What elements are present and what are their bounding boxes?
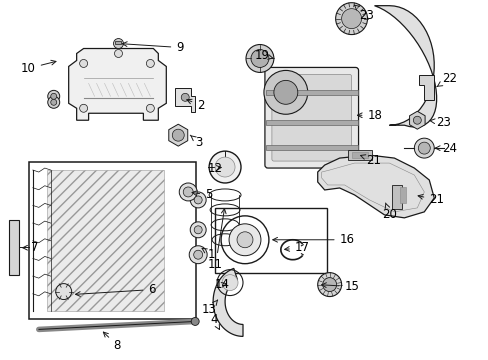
Circle shape	[113, 39, 123, 49]
Circle shape	[80, 59, 87, 67]
Text: 7: 7	[22, 241, 38, 254]
Text: 18: 18	[357, 109, 382, 122]
Text: 9: 9	[122, 41, 183, 54]
Text: 16: 16	[272, 233, 354, 246]
Text: 21: 21	[417, 193, 444, 206]
Circle shape	[190, 222, 206, 238]
Text: 20: 20	[382, 203, 397, 221]
Polygon shape	[175, 88, 195, 112]
Bar	[265, 145, 357, 150]
Text: 11: 11	[208, 209, 225, 271]
Circle shape	[114, 50, 122, 58]
Polygon shape	[419, 75, 433, 100]
Bar	[392, 185, 402, 209]
Text: 6: 6	[75, 283, 156, 296]
Text: 5: 5	[192, 188, 212, 202]
Circle shape	[228, 224, 261, 256]
Bar	[115, 41, 121, 44]
Circle shape	[335, 3, 367, 35]
Text: 23: 23	[354, 5, 374, 22]
Circle shape	[48, 96, 60, 108]
Circle shape	[273, 80, 297, 104]
Text: 15: 15	[321, 280, 359, 293]
Bar	[400, 187, 406, 203]
Circle shape	[413, 138, 433, 158]
Text: 4: 4	[210, 313, 219, 329]
Text: 19: 19	[254, 49, 272, 62]
Bar	[29, 162, 196, 319]
Text: 3: 3	[190, 135, 202, 149]
Polygon shape	[168, 124, 187, 146]
Circle shape	[193, 250, 202, 259]
Circle shape	[80, 104, 87, 112]
Bar	[351, 152, 367, 158]
Circle shape	[322, 278, 336, 292]
FancyBboxPatch shape	[264, 67, 358, 168]
Text: 23: 23	[429, 116, 450, 129]
Circle shape	[51, 93, 57, 99]
Circle shape	[412, 116, 421, 124]
Text: 10: 10	[21, 60, 56, 75]
Circle shape	[317, 273, 341, 297]
Bar	[9, 220, 19, 275]
Circle shape	[191, 318, 199, 325]
Circle shape	[56, 284, 72, 300]
Bar	[215, 208, 326, 273]
Bar	[265, 120, 357, 125]
Polygon shape	[374, 6, 436, 127]
Circle shape	[209, 151, 241, 183]
Circle shape	[183, 187, 193, 197]
Polygon shape	[213, 268, 243, 336]
Circle shape	[264, 71, 307, 114]
Circle shape	[181, 93, 189, 101]
Circle shape	[245, 45, 273, 72]
Circle shape	[146, 59, 154, 67]
Circle shape	[250, 50, 268, 67]
Circle shape	[190, 192, 206, 208]
Polygon shape	[409, 111, 424, 129]
Text: 2: 2	[186, 99, 204, 112]
Circle shape	[189, 246, 207, 264]
Circle shape	[341, 9, 361, 28]
Bar	[265, 90, 357, 95]
Polygon shape	[317, 155, 433, 218]
Text: 8: 8	[103, 332, 121, 352]
Circle shape	[172, 129, 184, 141]
Text: 14: 14	[215, 278, 230, 291]
Circle shape	[222, 275, 238, 291]
Text: 17: 17	[284, 241, 309, 254]
Bar	[47, 170, 164, 311]
Text: 13: 13	[202, 300, 217, 316]
Polygon shape	[68, 49, 166, 120]
Text: 1: 1	[202, 248, 215, 261]
Circle shape	[194, 226, 202, 234]
Text: 12: 12	[208, 162, 223, 175]
Text: 24: 24	[434, 141, 456, 155]
Circle shape	[48, 90, 60, 102]
FancyBboxPatch shape	[271, 75, 351, 161]
Circle shape	[194, 196, 202, 204]
Circle shape	[237, 232, 252, 248]
Text: 22: 22	[436, 72, 456, 86]
Text: 21: 21	[360, 154, 381, 167]
Circle shape	[179, 183, 197, 201]
Circle shape	[417, 142, 429, 154]
Bar	[347, 150, 371, 160]
Circle shape	[146, 104, 154, 112]
Circle shape	[215, 157, 235, 177]
Circle shape	[51, 99, 57, 105]
